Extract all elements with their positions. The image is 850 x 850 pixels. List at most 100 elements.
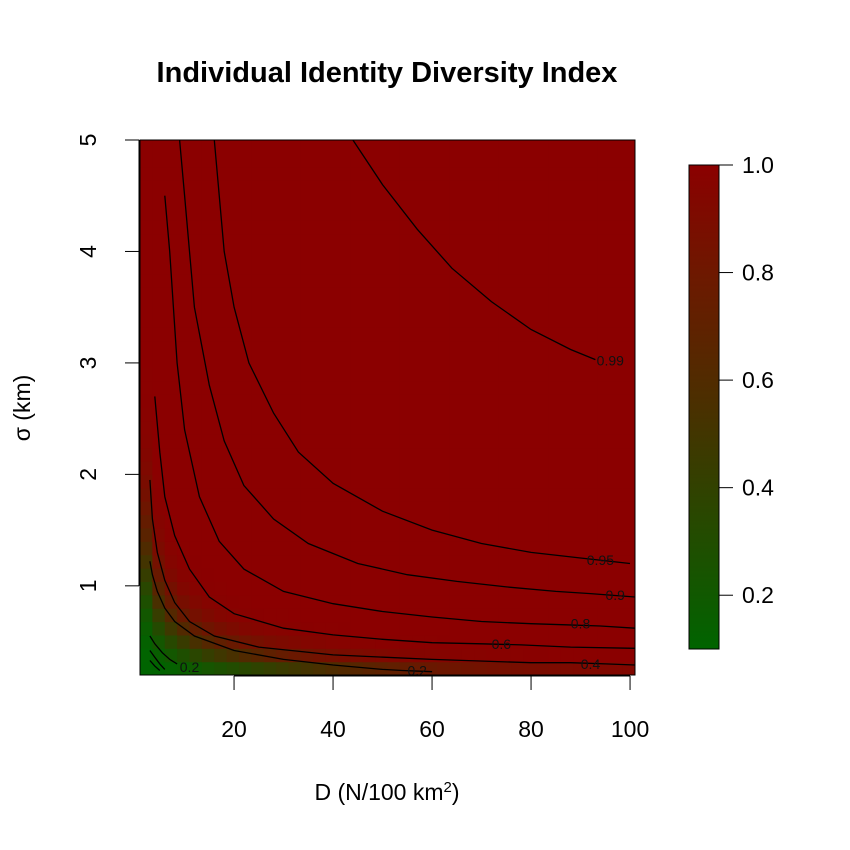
heatmap-cell bbox=[325, 474, 339, 489]
heatmap-cell bbox=[585, 193, 599, 208]
heatmap-cell bbox=[474, 166, 488, 181]
heatmap-cell bbox=[548, 193, 562, 208]
heatmap-cell bbox=[263, 474, 277, 489]
heatmap-cell bbox=[201, 501, 215, 516]
heatmap-cell bbox=[573, 287, 587, 302]
heatmap-cell bbox=[152, 260, 166, 275]
heatmap-cell bbox=[461, 621, 475, 636]
heatmap-cell bbox=[313, 313, 327, 328]
heatmap-cell bbox=[288, 541, 302, 556]
heatmap-cell bbox=[610, 514, 624, 529]
heatmap-cell bbox=[313, 233, 327, 248]
heatmap-cell bbox=[585, 140, 599, 154]
heatmap-cell bbox=[263, 648, 277, 663]
heatmap-cell bbox=[597, 153, 611, 168]
heatmap-cell bbox=[424, 354, 438, 368]
heatmap-cell bbox=[474, 260, 488, 275]
heatmap-cell bbox=[622, 447, 635, 462]
heatmap-cell bbox=[399, 514, 413, 529]
heatmap-cell bbox=[226, 260, 240, 275]
heatmap-cell bbox=[548, 514, 562, 529]
heatmap-cell bbox=[585, 581, 599, 596]
heatmap-cell bbox=[597, 287, 611, 302]
heatmap-cell bbox=[585, 247, 599, 261]
heatmap-cell bbox=[239, 180, 252, 195]
heatmap-cell bbox=[536, 206, 549, 221]
heatmap-cell bbox=[189, 407, 203, 422]
heatmap-cell bbox=[189, 527, 203, 542]
heatmap-cell bbox=[325, 140, 339, 154]
heatmap-cell bbox=[573, 247, 587, 261]
heatmap-cell bbox=[399, 474, 413, 489]
heatmap-cell bbox=[511, 394, 525, 409]
heatmap-cell bbox=[461, 634, 475, 649]
heatmap-cell bbox=[424, 247, 438, 261]
heatmap-cell bbox=[140, 487, 153, 502]
heatmap-cell bbox=[449, 153, 463, 168]
heatmap-cell bbox=[610, 260, 624, 275]
heatmap-cell bbox=[313, 661, 327, 675]
heatmap-cell bbox=[498, 487, 512, 502]
heatmap-cell bbox=[375, 233, 389, 248]
heatmap-cell bbox=[300, 608, 314, 623]
x-tick-label: 100 bbox=[611, 716, 649, 742]
heatmap-cell bbox=[498, 594, 512, 609]
heatmap-cell bbox=[164, 541, 178, 556]
heatmap-cell bbox=[164, 367, 178, 382]
heatmap-cell bbox=[548, 434, 562, 449]
heatmap-cell bbox=[350, 220, 364, 235]
heatmap-cell bbox=[449, 300, 463, 315]
heatmap-cell bbox=[424, 447, 438, 462]
heatmap-cell bbox=[610, 313, 624, 328]
heatmap-cell bbox=[251, 380, 265, 395]
heatmap-cell bbox=[536, 180, 549, 195]
heatmap-cell bbox=[573, 527, 587, 542]
heatmap-cell bbox=[610, 541, 624, 556]
heatmap-cell bbox=[548, 648, 562, 663]
heatmap-cell bbox=[474, 447, 488, 462]
heatmap-cell bbox=[288, 193, 302, 208]
heatmap-cell bbox=[300, 193, 314, 208]
heatmap-cell bbox=[560, 461, 574, 475]
heatmap-cell bbox=[461, 594, 475, 609]
heatmap-cell bbox=[251, 367, 265, 382]
heatmap-cell bbox=[622, 541, 635, 556]
heatmap-cell bbox=[177, 447, 191, 462]
heatmap-cell bbox=[560, 661, 574, 675]
heatmap-cell bbox=[251, 554, 265, 569]
heatmap-cell bbox=[226, 568, 240, 582]
heatmap-cell bbox=[498, 648, 512, 663]
heatmap-cell bbox=[610, 327, 624, 342]
heatmap-cell bbox=[350, 474, 364, 489]
heatmap-cell bbox=[573, 140, 587, 154]
heatmap-cell bbox=[362, 527, 376, 542]
heatmap-cell bbox=[399, 287, 413, 302]
heatmap-cell bbox=[511, 608, 525, 623]
heatmap-cell bbox=[437, 474, 450, 489]
heatmap-cell bbox=[486, 206, 500, 221]
heatmap-cell bbox=[387, 354, 401, 368]
heatmap-cell bbox=[523, 367, 537, 382]
heatmap-cell bbox=[350, 581, 364, 596]
heatmap-cell bbox=[189, 648, 203, 663]
heatmap-cell bbox=[350, 514, 364, 529]
heatmap-cell bbox=[449, 594, 463, 609]
heatmap-cell bbox=[300, 220, 314, 235]
heatmap-cell bbox=[189, 300, 203, 315]
heatmap-cell bbox=[399, 354, 413, 368]
heatmap-cell bbox=[474, 474, 488, 489]
heatmap-cell bbox=[140, 287, 153, 302]
heatmap-cell bbox=[276, 220, 290, 235]
heatmap-cell bbox=[585, 461, 599, 475]
heatmap-cell bbox=[350, 153, 364, 168]
heatmap-cell bbox=[350, 407, 364, 422]
heatmap-cell bbox=[437, 594, 450, 609]
heatmap-cell bbox=[511, 634, 525, 649]
heatmap-cell bbox=[189, 220, 203, 235]
heatmap-cell bbox=[449, 554, 463, 569]
heatmap-cell bbox=[214, 313, 228, 328]
heatmap-cell bbox=[362, 447, 376, 462]
heatmap-cell bbox=[536, 420, 549, 435]
heatmap-cell bbox=[177, 247, 191, 261]
heatmap-cell bbox=[276, 140, 290, 154]
